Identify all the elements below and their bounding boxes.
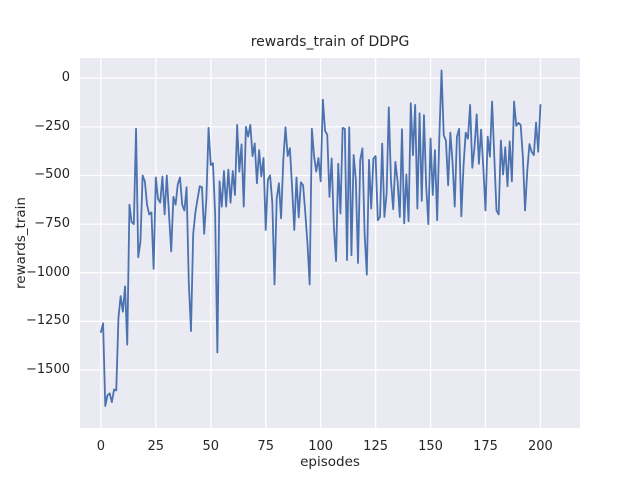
- x-tick-label: 50: [202, 439, 220, 454]
- x-tick-label: 0: [96, 439, 106, 454]
- y-tick-label: −250: [34, 118, 70, 134]
- y-tick-label: 0: [61, 70, 70, 86]
- y-tick-label: −500: [34, 167, 70, 183]
- x-tick-label: 75: [257, 439, 274, 454]
- y-tick-label: −750: [34, 216, 70, 232]
- x-tick-label: 25: [147, 439, 165, 454]
- chart-title: rewards_train of DDPG: [250, 34, 410, 50]
- y-tick-label: −1500: [26, 362, 70, 378]
- x-axis-label: episodes: [300, 454, 360, 470]
- x-tick-label: 100: [308, 439, 334, 454]
- x-tick-label: 200: [528, 439, 553, 454]
- x-tick-label: 150: [418, 439, 443, 454]
- axes-background: [80, 58, 580, 428]
- y-tick-label: −1000: [26, 264, 70, 280]
- x-tick-label: 175: [473, 439, 498, 454]
- reward-line: [99, 69, 542, 407]
- x-tick-label: 125: [363, 439, 388, 454]
- y-tick-label: −1250: [26, 313, 70, 329]
